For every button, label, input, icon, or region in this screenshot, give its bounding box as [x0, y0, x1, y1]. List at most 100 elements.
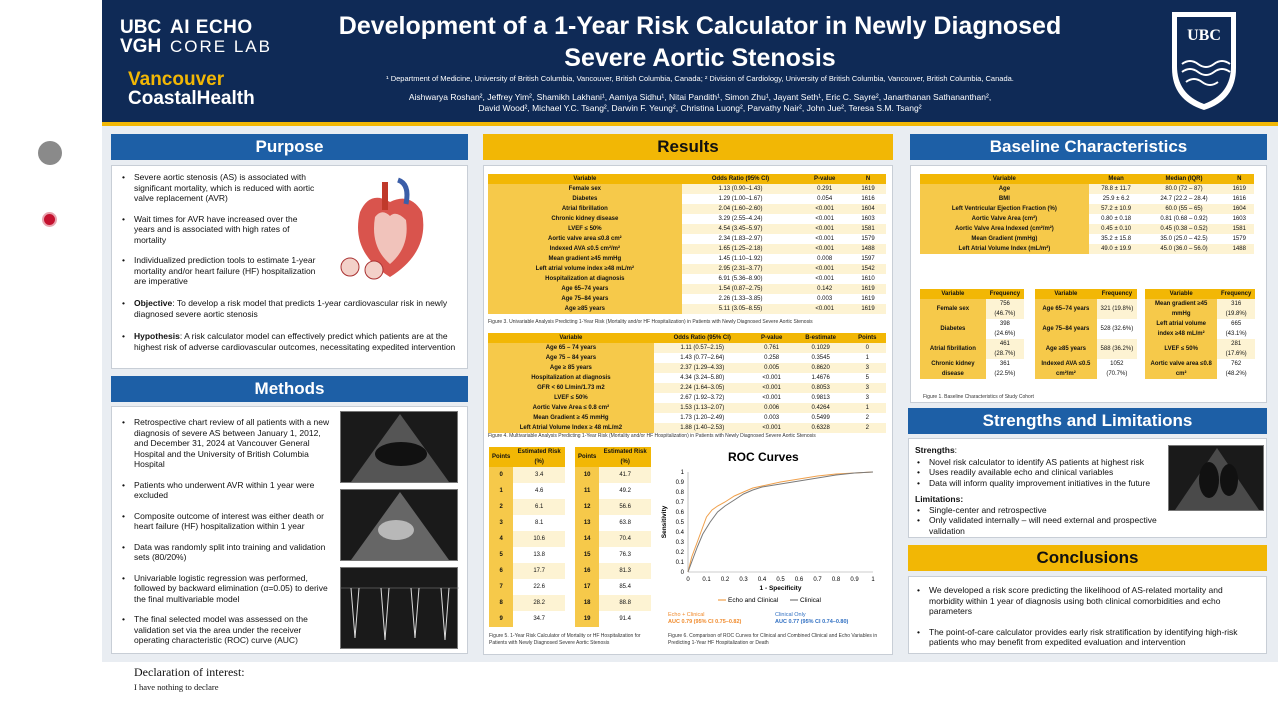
table-header-row: Variable Frequency	[1145, 289, 1255, 299]
figure1-caption: Figure 1. Baseline Characteristics of St…	[923, 394, 1034, 400]
baseline-table: Variable Mean Median (IQR) N Age 78.8 ± 11.7…	[920, 174, 1254, 254]
table-row: 16 81.3	[575, 563, 651, 579]
conclusions-box: We developed a risk score predicting the…	[908, 576, 1267, 654]
table-header-cell: Frequency	[1217, 289, 1255, 299]
table-cell: Diabetes	[488, 194, 682, 204]
y-tick-label: 0.6	[676, 510, 685, 516]
table-row: 15 76.3	[575, 547, 651, 563]
table-row: 10 41.7	[575, 467, 651, 483]
table-header-cell: Odds Ratio (95% CI)	[681, 174, 800, 184]
table-cell: Diabetes	[920, 319, 986, 339]
table-cell: Left Atrial Volume Index ≥ 48 mL/m2	[488, 423, 654, 433]
methods-bullet: Data was randomly split into training an…	[120, 542, 335, 563]
table-cell: 0.1029	[792, 343, 849, 353]
table-row: Age 65–74 years 1.54 (0.87–2.75) 0.142 1619	[488, 284, 886, 294]
y-tick-label: 0.9	[676, 480, 685, 486]
table-cell: 4.6	[513, 483, 565, 499]
table-row: GFR < 60 L/min/1.73 m2 2.24 (1.64–3.05) <0…	[488, 383, 886, 393]
table-cell: 1619	[850, 304, 886, 314]
ubc-vgh-logo: UBC VGH	[120, 18, 161, 56]
table-body: Female sex 1.13 (0.90–1.43) 0.291 1619 Diabe…	[488, 184, 886, 314]
table-cell: 18	[575, 595, 600, 611]
table-cell: 0.761	[750, 343, 793, 353]
table-cell: 49.0 ± 19.9	[1088, 244, 1144, 254]
figure6-caption: Figure 6. Comparison of ROC Curves for C…	[668, 633, 878, 646]
x-tick-label: 0.3	[739, 577, 748, 583]
declaration-heading: Declaration of interest:	[134, 665, 245, 679]
table-cell: 1.88 (1.40–2.53)	[653, 423, 751, 433]
ai-echo-logo: AI ECHO CORE LAB	[170, 18, 272, 56]
table-header-row: Points Estimated Risk (%)	[489, 447, 565, 467]
table-row: Diabetes 398 (24.6%)	[920, 319, 1024, 339]
table-row: 11 49.2	[575, 483, 651, 499]
table-body: Age 65–74 years 321 (19.8%) Age 75–84 year…	[1035, 299, 1137, 379]
table-row: Female sex 1.13 (0.90–1.43) 0.291 1619	[488, 184, 886, 194]
table-cell: 1619	[1224, 184, 1254, 194]
table-row: Mean Gradient ≥ 45 mmHg 1.73 (1.20–2.49) 0…	[488, 413, 886, 423]
table-cell: 76.3	[599, 547, 651, 563]
table-header-cell: Median (IQR)	[1143, 174, 1225, 184]
table-header-cell: Variable	[920, 174, 1089, 184]
table-cell: <0.001	[799, 264, 851, 274]
x-tick-label: 0	[686, 577, 690, 583]
table-cell: 0.8620	[792, 363, 849, 373]
table-cell: Aortic Valve Area (cm²)	[920, 214, 1089, 224]
methods-box: Retrospective chart review of all patien…	[111, 406, 468, 654]
table-cell: Age ≥85 years	[488, 304, 682, 314]
table-cell: 398 (24.6%)	[985, 319, 1024, 339]
table-header-row: Variable Frequency	[1035, 289, 1137, 299]
table-cell: 4.34 (3.24–5.80)	[653, 373, 751, 383]
table-cell: Indexed AVA ≤0.5 cm²/m²	[488, 244, 682, 254]
auc-combined-label: Echo + Clinical	[668, 612, 705, 618]
strengths-box: Strengths: Novel risk calculator to iden…	[908, 438, 1267, 538]
strength-item: Uses readily available echo and clinical…	[915, 467, 1165, 478]
table-cell: Atrial fibrillation	[488, 204, 682, 214]
poster-title: Development of a 1-Year Risk Calculator …	[338, 12, 1062, 72]
table-cell: 3	[848, 363, 886, 373]
table-row: Left atrial volume index ≥48 mL/m² 2.95 (…	[488, 264, 886, 274]
auc-combined: Echo + Clinical AUC 0.79 (95% CI 0.75–0.…	[668, 612, 741, 626]
table-cell: 2.95 (2.31–3.77)	[681, 264, 800, 274]
table-cell: <0.001	[799, 274, 851, 284]
table-cell: 3.29 (2.55–4.24)	[681, 214, 800, 224]
table-body: Age 78.8 ± 11.7 80.0 (72 – 87) 1619 BMI 25.9 …	[920, 184, 1254, 254]
table-header-cell: Variable	[488, 174, 682, 184]
table-header-cell: Frequency	[1096, 289, 1137, 299]
table-cell: 17	[575, 579, 600, 595]
table-cell: Aortic Valve Area Indexed (cm²/m²)	[920, 224, 1089, 234]
objective-text: : To develop a risk model that predicts …	[134, 298, 448, 319]
table-body: 0 3.4 1 4.6 2 6.1 3 8.1 4 10.6 5 13.8 6 17.7 7 22.6 8 28.…	[489, 467, 565, 627]
table-row: Indexed AVA ≤0.5 cm²/m² 1052 (70.7%)	[1035, 359, 1137, 379]
table-cell: 0.6328	[792, 423, 849, 433]
table-cell: 1619	[850, 284, 886, 294]
table-cell: 16	[575, 563, 600, 579]
table-cell: Age ≥85 years	[1035, 339, 1097, 359]
y-tick-label: 0.4	[676, 530, 685, 536]
table-header-cell: N	[850, 174, 886, 184]
nav-dot-top[interactable]	[38, 141, 62, 165]
table-cell: 85.4	[599, 579, 651, 595]
purpose-bullet: Wait times for AVR have increased over t…	[120, 214, 320, 246]
roc-series-line	[687, 471, 874, 573]
table-row: Age 75–84 years 528 (32.6%)	[1035, 319, 1137, 339]
table-row: Aortic Valve Area (cm²) 0.80 ± 0.18 0.81 (…	[920, 214, 1254, 224]
table-cell: Mean Gradient ≥ 45 mmHg	[488, 413, 654, 423]
table-header-row: Points Estimated Risk (%)	[575, 447, 651, 467]
table-cell: Age	[920, 184, 1089, 194]
legend-label: Echo and Clinical	[728, 597, 779, 604]
table-cell: 0.45 (0.38 – 0.52)	[1143, 224, 1225, 234]
table-row: 2 6.1	[489, 499, 565, 515]
table-cell: 1619	[850, 184, 886, 194]
table-header-cell: Points	[575, 447, 600, 467]
nav-dot-active[interactable]	[42, 212, 57, 227]
y-tick-label: 0.3	[676, 540, 685, 546]
objective: • Objective: To develop a risk model tha…	[122, 298, 448, 319]
table-cell: 0.9813	[792, 393, 849, 403]
table-row: 4 10.6	[489, 531, 565, 547]
table-row: 18 88.8	[575, 595, 651, 611]
table-cell: 3	[848, 383, 886, 393]
table-cell: 0.291	[799, 184, 851, 194]
y-tick-label: 1	[681, 470, 685, 476]
table-cell: 0.005	[750, 363, 793, 373]
table-row: Atrial fibrillation 461 (28.7%)	[920, 339, 1024, 359]
